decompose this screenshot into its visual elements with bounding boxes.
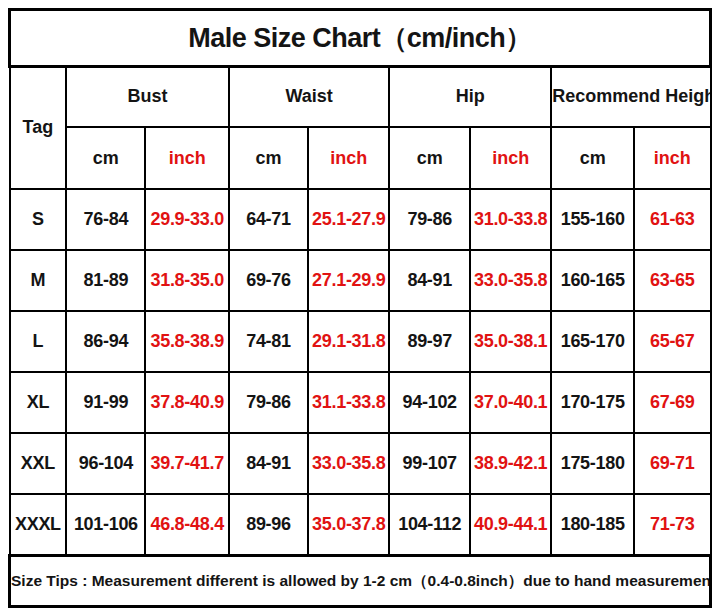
waist-cm-value: 89-96: [229, 494, 308, 556]
bust-cm-value: 91-99: [66, 372, 145, 433]
size-tag: L: [10, 311, 67, 372]
size-tag: XXL: [10, 433, 67, 494]
waist-inch-value: 33.0-35.8: [308, 433, 389, 494]
waist-cm-value: 74-81: [229, 311, 308, 372]
height-inch-value: 71-73: [634, 494, 710, 556]
table-row-size-xxxl: XXXL 101-106 46.8-48.4 89-96 35.0-37.8 1…: [10, 494, 711, 556]
waist-inch-value: 27.1-29.9: [308, 250, 389, 311]
size-tag: S: [10, 189, 67, 250]
hip-cm-value: 104-112: [389, 494, 470, 556]
waist-cm-value: 64-71: [229, 189, 308, 250]
table-row-size-xxl: XXL 96-104 39.7-41.7 84-91 33.0-35.8 99-…: [10, 433, 711, 494]
size-tag: XXXL: [10, 494, 67, 556]
bust-inch-value: 37.8-40.9: [145, 372, 228, 433]
bust-inch-value: 31.8-35.0: [145, 250, 228, 311]
height-cm-value: 155-160: [551, 189, 634, 250]
bust-inch-value: 35.8-38.9: [145, 311, 228, 372]
unit-header-height-cm: cm: [551, 127, 634, 189]
size-tag: XL: [10, 372, 67, 433]
column-header-tag: Tag: [10, 67, 67, 190]
waist-inch-value: 35.0-37.8: [308, 494, 389, 556]
hip-cm-value: 89-97: [389, 311, 470, 372]
column-header-waist: Waist: [229, 67, 390, 128]
bust-cm-value: 81-89: [66, 250, 145, 311]
hip-inch-value: 35.0-38.1: [470, 311, 551, 372]
waist-inch-value: 29.1-31.8: [308, 311, 389, 372]
bust-cm-value: 86-94: [66, 311, 145, 372]
unit-header-waist-cm: cm: [229, 127, 308, 189]
bust-cm-value: 96-104: [66, 433, 145, 494]
hip-cm-value: 99-107: [389, 433, 470, 494]
waist-inch-value: 31.1-33.8: [308, 372, 389, 433]
hip-inch-value: 33.0-35.8: [470, 250, 551, 311]
height-cm-value: 180-185: [551, 494, 634, 556]
unit-header-bust-inch: inch: [145, 127, 228, 189]
table-row-size-s: S 76-84 29.9-33.0 64-71 25.1-27.9 79-86 …: [10, 189, 711, 250]
unit-header-waist-inch: inch: [308, 127, 389, 189]
table-row: Tag Bust Waist Hip Recommend Height: [10, 67, 711, 128]
column-header-recommend-height: Recommend Height: [551, 67, 710, 128]
male-size-chart-table: Male Size Chart（cm/inch） Tag Bust Waist …: [8, 8, 712, 608]
height-inch-value: 67-69: [634, 372, 710, 433]
height-cm-value: 165-170: [551, 311, 634, 372]
waist-cm-value: 69-76: [229, 250, 308, 311]
height-cm-value: 160-165: [551, 250, 634, 311]
hip-inch-value: 37.0-40.1: [470, 372, 551, 433]
table-row-size-xl: XL 91-99 37.8-40.9 79-86 31.1-33.8 94-10…: [10, 372, 711, 433]
hip-inch-value: 40.9-44.1: [470, 494, 551, 556]
column-header-bust: Bust: [66, 67, 229, 128]
height-cm-value: 170-175: [551, 372, 634, 433]
waist-cm-value: 79-86: [229, 372, 308, 433]
table-row-size-m: M 81-89 31.8-35.0 69-76 27.1-29.9 84-91 …: [10, 250, 711, 311]
height-inch-value: 65-67: [634, 311, 710, 372]
size-tips-note: Size Tips : Measurement different is all…: [10, 556, 711, 607]
hip-inch-value: 38.9-42.1: [470, 433, 551, 494]
hip-cm-value: 79-86: [389, 189, 470, 250]
table-row: cm inch cm inch cm inch cm inch: [10, 127, 711, 189]
page-title: Male Size Chart（cm/inch）: [10, 10, 711, 67]
table-row-size-l: L 86-94 35.8-38.9 74-81 29.1-31.8 89-97 …: [10, 311, 711, 372]
bust-inch-value: 46.8-48.4: [145, 494, 228, 556]
hip-cm-value: 84-91: [389, 250, 470, 311]
waist-inch-value: 25.1-27.9: [308, 189, 389, 250]
bust-inch-value: 29.9-33.0: [145, 189, 228, 250]
table-row: Male Size Chart（cm/inch）: [10, 10, 711, 67]
unit-header-bust-cm: cm: [66, 127, 145, 189]
height-inch-value: 69-71: [634, 433, 710, 494]
size-chart-page: Male Size Chart（cm/inch） Tag Bust Waist …: [0, 0, 720, 613]
size-tag: M: [10, 250, 67, 311]
height-inch-value: 61-63: [634, 189, 710, 250]
bust-inch-value: 39.7-41.7: [145, 433, 228, 494]
waist-cm-value: 84-91: [229, 433, 308, 494]
hip-cm-value: 94-102: [389, 372, 470, 433]
height-inch-value: 63-65: [634, 250, 710, 311]
unit-header-hip-inch: inch: [470, 127, 551, 189]
unit-header-height-inch: inch: [634, 127, 710, 189]
bust-cm-value: 76-84: [66, 189, 145, 250]
hip-inch-value: 31.0-33.8: [470, 189, 551, 250]
table-row: Size Tips : Measurement different is all…: [10, 556, 711, 607]
unit-header-hip-cm: cm: [389, 127, 470, 189]
bust-cm-value: 101-106: [66, 494, 145, 556]
column-header-hip: Hip: [389, 67, 551, 128]
height-cm-value: 175-180: [551, 433, 634, 494]
